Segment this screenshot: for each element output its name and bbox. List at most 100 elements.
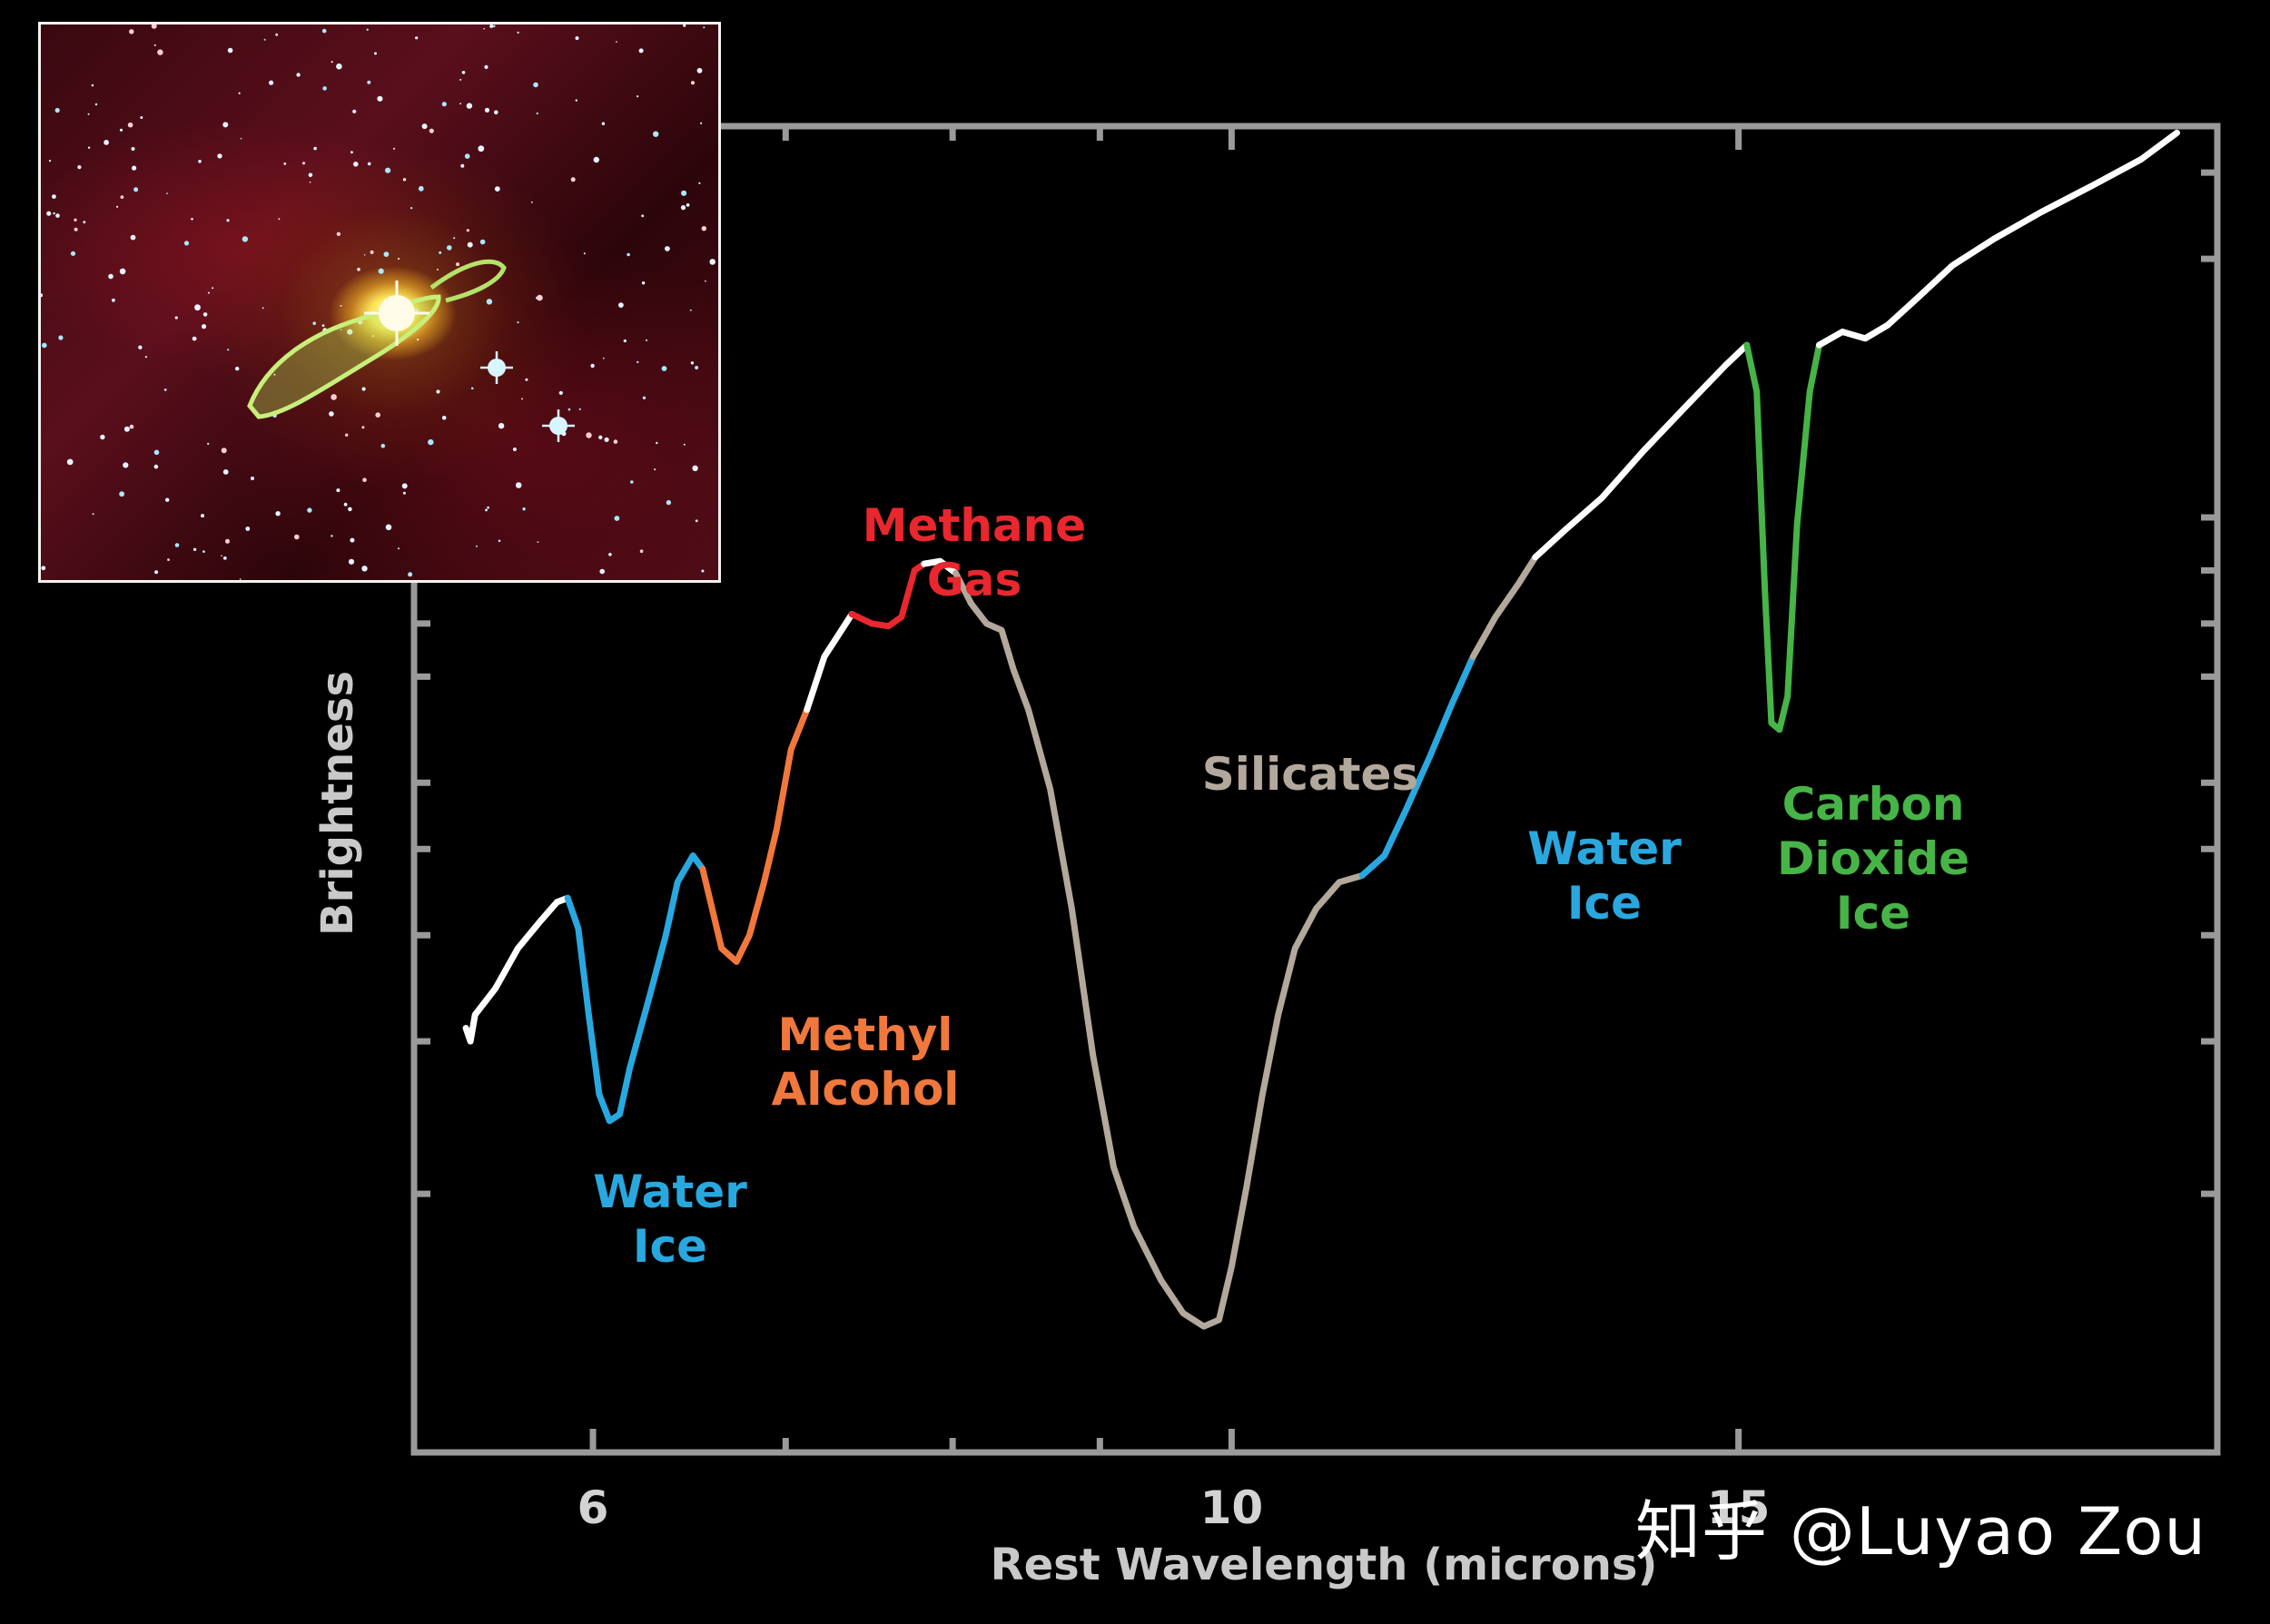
star xyxy=(166,192,168,195)
star xyxy=(575,36,579,40)
star xyxy=(402,491,406,495)
star xyxy=(130,234,136,241)
star xyxy=(242,236,249,242)
star xyxy=(238,92,241,94)
star xyxy=(52,194,56,200)
star xyxy=(692,465,698,471)
star xyxy=(439,251,442,254)
star xyxy=(517,31,519,34)
star xyxy=(133,187,139,192)
star xyxy=(165,497,170,502)
star xyxy=(275,511,281,517)
star xyxy=(466,103,473,109)
star xyxy=(245,527,251,531)
star xyxy=(613,439,618,444)
star xyxy=(112,298,115,302)
star xyxy=(357,268,360,271)
star xyxy=(703,26,706,29)
star xyxy=(683,25,686,27)
star xyxy=(686,203,690,207)
star xyxy=(437,269,439,271)
star xyxy=(614,516,620,521)
bright-star-1-spike xyxy=(480,351,513,384)
star xyxy=(537,294,543,301)
star xyxy=(201,514,204,518)
star xyxy=(331,394,337,400)
star xyxy=(604,437,609,442)
star xyxy=(48,160,52,162)
star xyxy=(77,165,82,170)
star xyxy=(283,162,287,165)
star xyxy=(46,211,52,216)
star xyxy=(498,422,505,429)
starfield xyxy=(41,25,716,580)
star xyxy=(321,28,327,34)
series-segment-11 xyxy=(1816,129,2180,349)
y-axis-title: Brightness xyxy=(312,671,363,936)
star xyxy=(460,163,465,168)
star xyxy=(492,25,496,28)
star xyxy=(598,435,603,439)
star xyxy=(630,480,634,484)
star xyxy=(698,182,701,184)
star xyxy=(415,36,419,40)
star xyxy=(642,396,646,399)
star xyxy=(363,254,366,256)
series-segment-8 xyxy=(1469,554,1539,660)
star xyxy=(294,534,300,540)
star xyxy=(418,185,424,192)
star xyxy=(478,145,485,153)
star xyxy=(208,291,210,294)
star xyxy=(690,361,695,365)
series-segment-2 xyxy=(699,706,811,965)
star xyxy=(487,506,489,509)
star xyxy=(340,304,342,307)
star xyxy=(441,416,447,420)
star xyxy=(680,205,686,211)
star xyxy=(578,408,581,410)
star xyxy=(456,262,459,267)
star xyxy=(202,550,205,553)
region-label-line: Alcohol xyxy=(772,1063,960,1116)
nebula-inset-graphics xyxy=(41,25,716,580)
bright-star-2-spike xyxy=(542,409,575,442)
star xyxy=(602,357,605,359)
star xyxy=(639,549,644,553)
star xyxy=(374,52,377,55)
star xyxy=(153,464,159,469)
star xyxy=(441,102,447,107)
star xyxy=(637,95,639,98)
star xyxy=(202,312,208,317)
star xyxy=(361,426,365,429)
star xyxy=(132,165,137,171)
x-axis-title: Rest Wavelength (microns) xyxy=(991,1540,1658,1590)
star xyxy=(378,268,384,274)
star xyxy=(367,162,371,166)
x-tick-labels: 6 10 15 xyxy=(577,1481,1771,1534)
star xyxy=(239,578,242,580)
star xyxy=(222,469,229,475)
star xyxy=(484,107,490,113)
star xyxy=(683,443,686,446)
star xyxy=(461,71,466,74)
star xyxy=(262,307,264,310)
series-segment-1 xyxy=(564,852,706,1125)
star xyxy=(367,80,371,84)
star xyxy=(269,80,274,85)
star xyxy=(138,345,143,349)
region-label-line: Ice xyxy=(1567,877,1642,930)
star xyxy=(397,257,400,261)
star xyxy=(74,218,77,221)
region-label-line: Water xyxy=(593,1166,747,1218)
star xyxy=(586,432,592,438)
star xyxy=(695,366,699,369)
axis-ticks xyxy=(414,126,2217,1452)
star xyxy=(459,78,462,81)
star xyxy=(521,398,523,400)
region-label-methyl-alcohol: Methyl Alcohol xyxy=(772,1009,960,1116)
star xyxy=(119,268,126,275)
star xyxy=(348,558,355,565)
star xyxy=(398,547,400,550)
star xyxy=(54,107,60,113)
